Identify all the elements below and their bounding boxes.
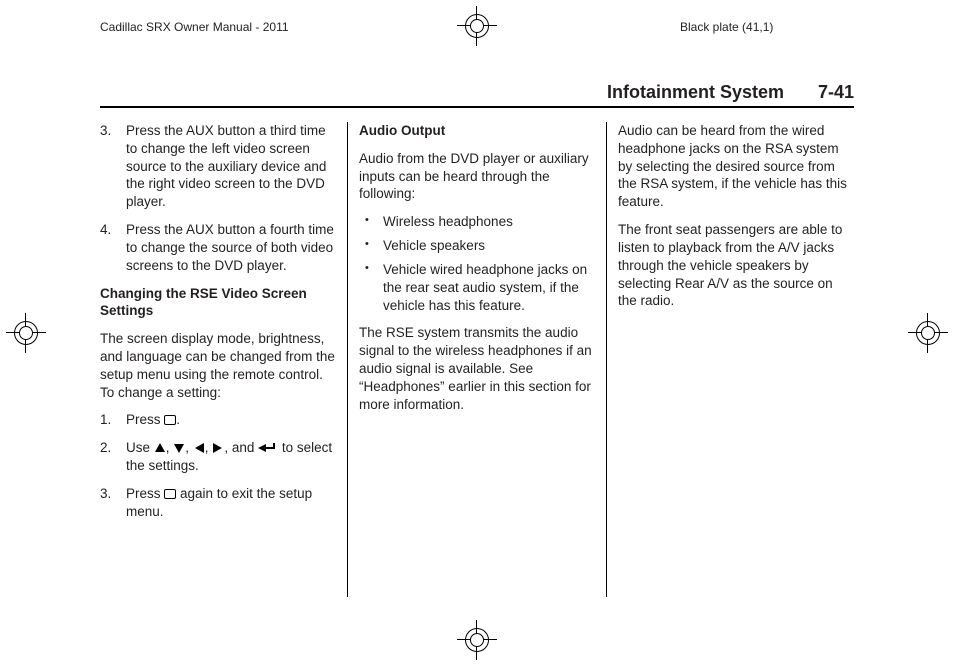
column-2: Audio Output Audio from the DVD player o…: [359, 122, 595, 597]
arrow-right-icon: [212, 442, 224, 454]
list-item: 3. Press the AUX button a third time to …: [100, 122, 336, 211]
column-separator-2: [606, 122, 607, 597]
step-text: Press the AUX button a fourth time to ch…: [126, 222, 334, 273]
step-text-part: , and: [224, 440, 258, 455]
step-text-part: Press: [126, 486, 164, 501]
step-text-part: .: [176, 412, 180, 427]
manual-title: Cadillac SRX Owner Manual - 2011: [100, 20, 289, 34]
arrow-left-icon: [193, 442, 205, 454]
column-separator-1: [347, 122, 348, 597]
subheading: Changing the RSE Video Screen Settings: [100, 285, 336, 321]
section-header: Infotainment System 7-41: [100, 82, 854, 108]
registration-mark-right: [908, 313, 948, 353]
display-button-icon: [164, 489, 176, 499]
comma: ,: [166, 440, 174, 455]
body-paragraph: The RSE system transmits the audio signa…: [359, 324, 595, 413]
arrow-up-icon: [154, 442, 166, 454]
step-number: 3.: [100, 122, 111, 140]
bullet-item: Vehicle speakers: [359, 237, 595, 255]
heading-audio-output: Audio Output: [359, 122, 595, 140]
step-number: 1.: [100, 411, 111, 429]
column-1: 3. Press the AUX button a third time to …: [100, 122, 336, 597]
plate-label: Black plate (41,1): [680, 20, 773, 34]
body-paragraph: The screen display mode, brightness, and…: [100, 330, 336, 401]
list-item: 1. Press .: [100, 411, 336, 429]
bullet-item: Vehicle wired headphone jacks on the rea…: [359, 261, 595, 314]
step-text: Press the AUX button a third time to cha…: [126, 123, 326, 209]
registration-mark-bottom: [457, 620, 497, 660]
section-title: Infotainment System: [607, 82, 784, 103]
step-number: 2.: [100, 439, 111, 457]
list-item: 4. Press the AUX button a fourth time to…: [100, 221, 336, 274]
arrow-down-icon: [173, 442, 185, 454]
list-item: 2. Use , , , , and to select the setting…: [100, 439, 336, 475]
column-3: Audio can be heard from the wired headph…: [618, 122, 854, 597]
page-number: 7-41: [818, 82, 854, 103]
registration-mark-top: [457, 6, 497, 46]
content-frame: 3. Press the AUX button a third time to …: [100, 122, 854, 597]
list-item: 3. Press again to exit the setup menu.: [100, 485, 336, 521]
body-paragraph: Audio from the DVD player or auxiliary i…: [359, 150, 595, 203]
registration-mark-left: [6, 313, 46, 353]
enter-icon: [258, 442, 278, 454]
step-number: 4.: [100, 221, 111, 239]
display-button-icon: [164, 415, 176, 425]
bullet-item: Wireless headphones: [359, 213, 595, 231]
step-text-part: Press: [126, 412, 164, 427]
step-text-part: Use: [126, 440, 154, 455]
body-paragraph: Audio can be heard from the wired headph…: [618, 122, 854, 211]
body-paragraph: The front seat passengers are able to li…: [618, 221, 854, 310]
comma: ,: [185, 440, 193, 455]
step-number: 3.: [100, 485, 111, 503]
comma: ,: [205, 440, 213, 455]
